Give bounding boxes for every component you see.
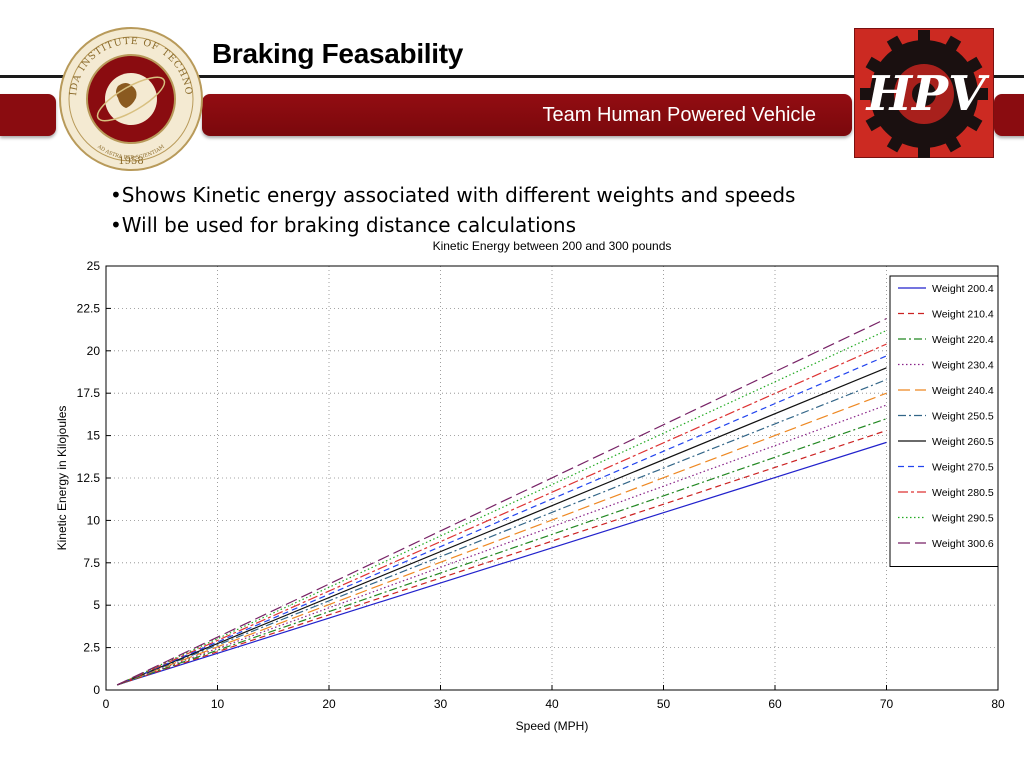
hpv-gear-logo-icon: HPV [854,28,994,158]
x-tick-label: 30 [434,697,448,711]
y-tick-label: 5 [93,598,100,612]
header-rule [0,75,1024,78]
y-tick-label: 2.5 [83,641,100,655]
legend-entry: Weight 290.5 [932,513,994,525]
x-tick-label: 0 [103,697,110,711]
y-tick-label: 7.5 [83,556,100,570]
x-tick-label: 10 [211,697,225,711]
y-tick-label: 15 [87,429,101,443]
x-tick-label: 60 [768,697,782,711]
florida-tech-seal-icon: FLORIDA INSTITUTE OF TECHNOLOGY AD ASTRA… [58,26,203,171]
right-banner-stub [994,94,1024,136]
x-tick-label: 20 [322,697,336,711]
series-line-11 [116,318,887,686]
series-lines [116,318,887,686]
series-line-6 [116,379,887,686]
legend-box [889,275,999,567]
x-tick-label: 80 [991,697,1005,711]
left-banner-stub [0,94,56,136]
series-line-1 [116,441,887,686]
axis-ticks: 0 10 20 30 40 50 60 70 80 0 2.5 5 7.5 10 12.5 15 17.5 20 2… [77,259,1005,711]
legend-entry: Weight 220.4 [932,334,994,346]
legend-entry: Weight 300.6 [932,538,994,550]
series-line-2 [116,429,887,686]
y-tick-label: 0 [93,683,100,697]
legend-entry: Weight 270.5 [932,462,994,474]
hpv-text: HPV [865,66,990,122]
x-tick-label: 50 [657,697,671,711]
y-tick-label: 20 [87,344,101,358]
series-line-4 [116,404,887,686]
legend-entry: Weight 260.5 [932,436,994,448]
slide-title: Braking Feasability [212,38,464,69]
subtitle-banner: Team Human Powered Vehicle [202,94,852,136]
y-tick-label: 17.5 [77,386,101,400]
bullet-item-2: •Will be used for braking distance calcu… [110,213,576,237]
y-tick-label: 25 [87,259,101,273]
series-line-10 [116,329,887,686]
legend-entry: Weight 280.5 [932,487,994,499]
seal-year: 1958 [118,156,143,167]
legend-entry: Weight 230.4 [932,360,994,372]
kinetic-energy-chart: Kinetic Energy between 200 and 300 pound… [55,239,1005,733]
x-axis-label: Speed (MPH) [516,719,589,733]
y-tick-label: 10 [87,513,101,527]
y-tick-label: 12.5 [77,471,101,485]
legend-entry: Weight 240.4 [932,385,994,397]
series-line-8 [116,355,887,686]
bullet-list: •Shows Kinetic energy associated with di… [110,180,795,240]
legend-entry: Weight 200.4 [932,283,994,295]
x-tick-label: 70 [880,697,894,711]
series-line-7 [116,367,887,686]
legend-entry: Weight 210.4 [932,309,994,321]
series-line-9 [116,343,887,686]
slide-subtitle: Team Human Powered Vehicle [542,103,816,126]
y-axis-label: Kinetic Energy in Kilojoules [55,406,69,551]
bullet-item-1: •Shows Kinetic energy associated with di… [110,183,796,207]
series-line-3 [116,418,887,686]
x-tick-label: 40 [545,697,559,711]
legend-entry: Weight 250.5 [932,411,994,423]
chart-legend: Weight 200.4 Weight 210.4 Weight 220.4 Weig… [889,275,999,567]
chart-title: Kinetic Energy between 200 and 300 pound… [433,239,672,253]
y-tick-label: 22.5 [77,301,101,315]
series-line-5 [116,392,887,686]
